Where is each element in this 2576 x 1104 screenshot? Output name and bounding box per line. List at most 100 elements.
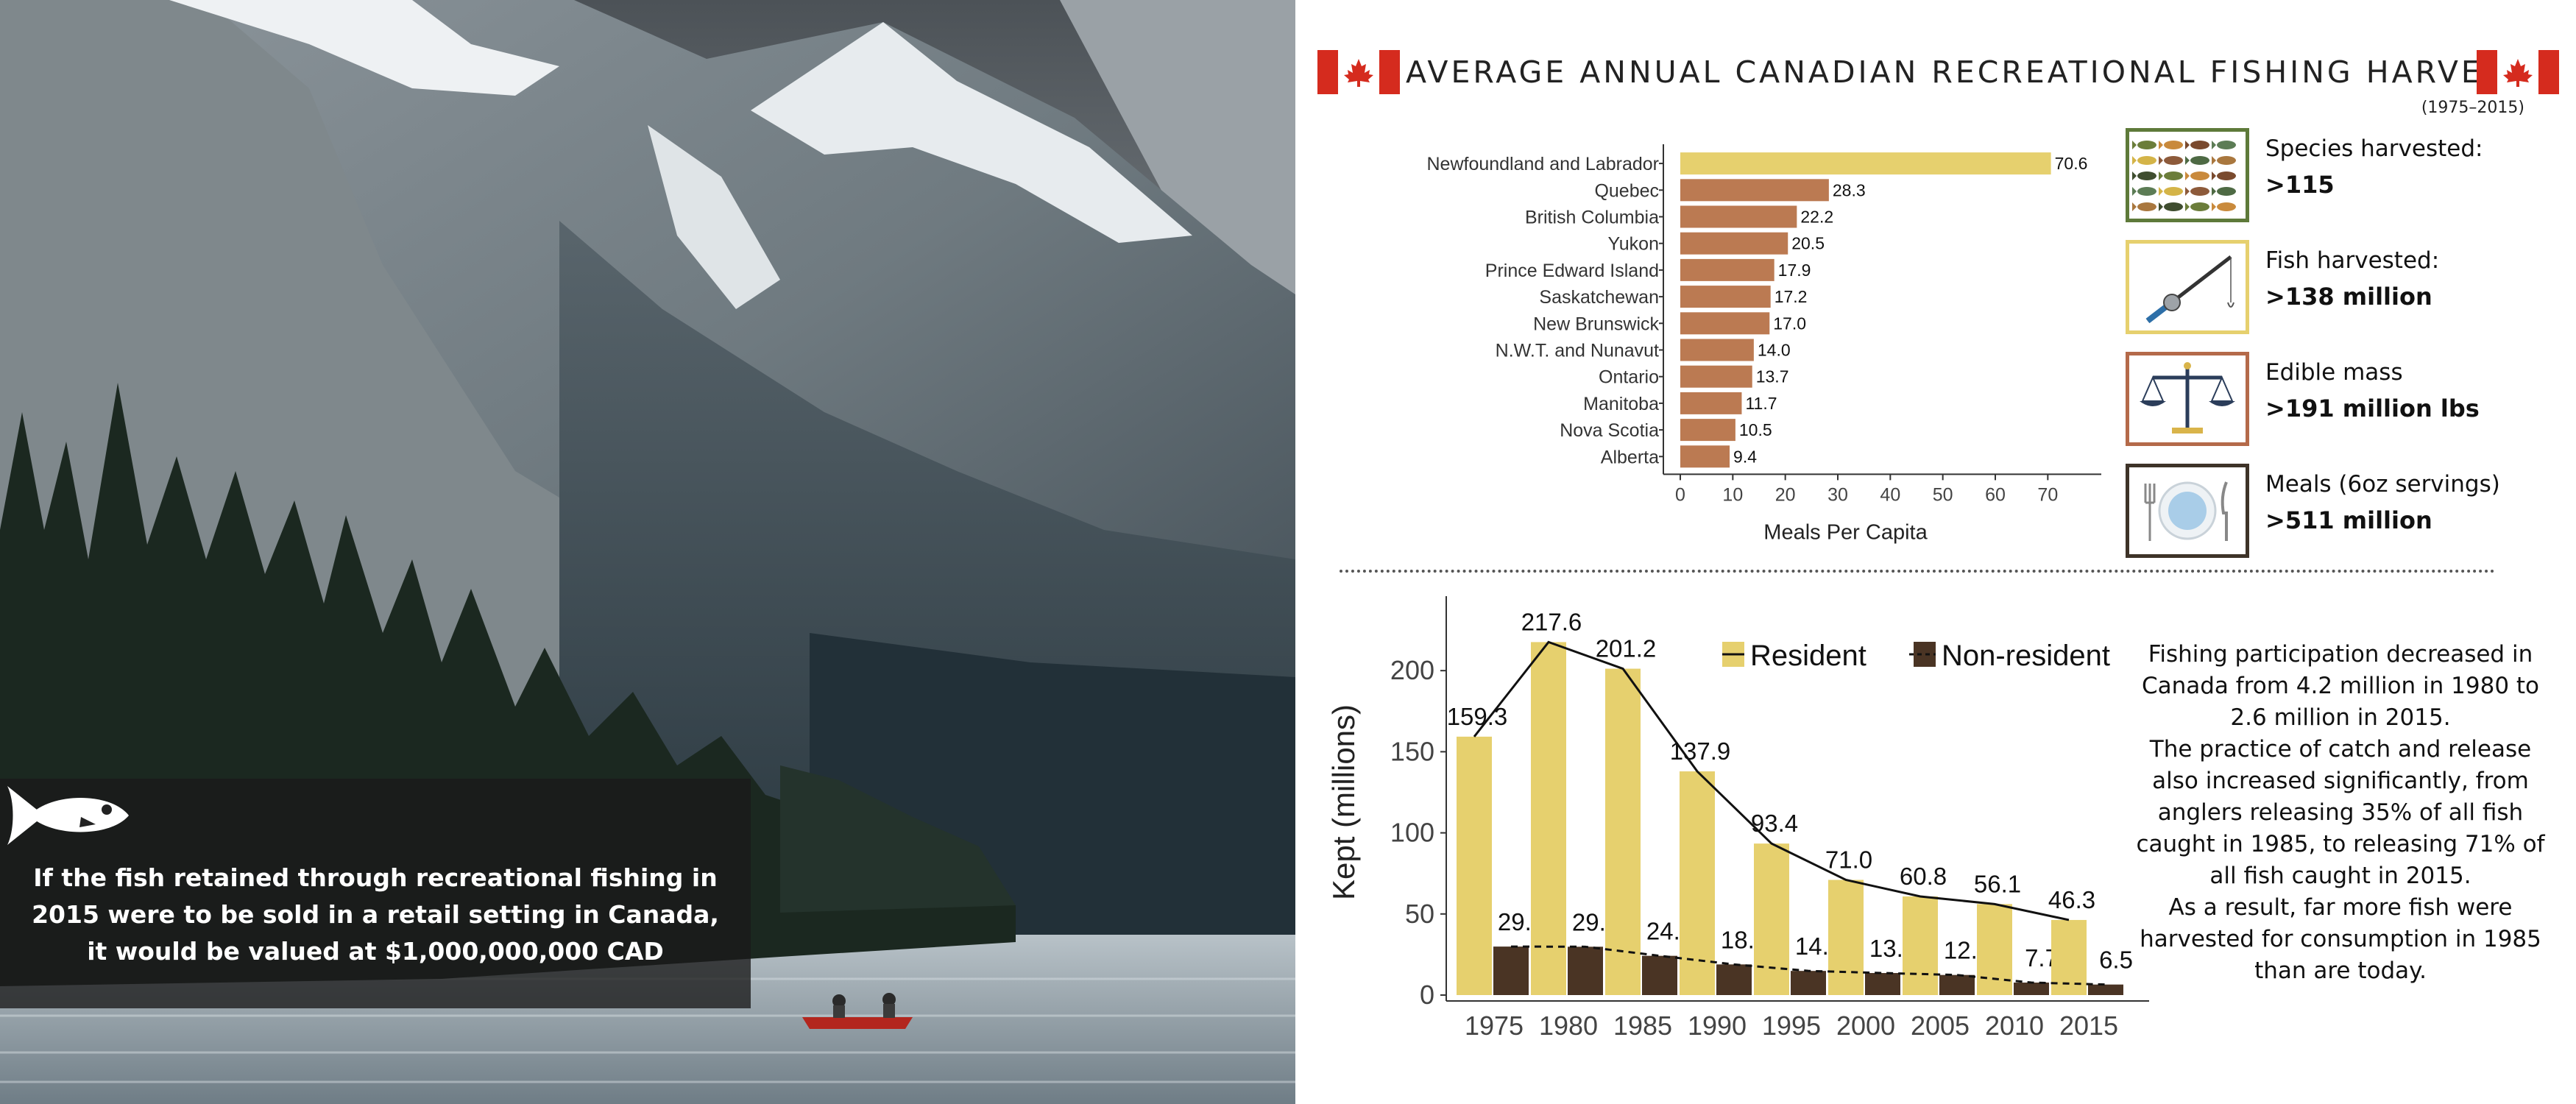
value-label: 17.2	[1774, 287, 1808, 306]
species-fish-icon	[2137, 202, 2156, 211]
bar	[1680, 258, 1774, 281]
scale-icon	[2140, 362, 2235, 434]
species-fish-tail-icon	[2212, 141, 2216, 149]
fishing-rod-icon	[2145, 255, 2234, 324]
category-label: New Brunswick	[1533, 314, 1659, 334]
species-fish-icon	[2190, 202, 2209, 211]
species-fish-tail-icon	[2159, 187, 2163, 196]
stat-card-species: Species harvested: >115	[2126, 128, 2567, 228]
species-fish-icon	[2137, 141, 2156, 149]
stat-value: >115	[2265, 171, 2335, 199]
y-tick-label: 0	[1420, 980, 1434, 1010]
stat-card-meals: Meals (6oz servings) >511 million	[2126, 464, 2567, 564]
resident-trend-line	[1473, 640, 2070, 921]
stat-label: Species harvested:	[2265, 135, 2483, 162]
bar-resident	[1977, 904, 2012, 995]
category-label: Quebec	[1594, 180, 1659, 201]
non-resident-value-label: 6.5	[2099, 946, 2133, 974]
species-fish-icon	[2164, 156, 2183, 165]
title-row: AVERAGE ANNUAL CANADIAN RECREATIONAL FIS…	[1317, 50, 2559, 96]
resident-value-label: 93.4	[1751, 810, 1798, 837]
species-fish-tail-icon	[2212, 171, 2216, 180]
category-label: Alberta	[1601, 447, 1659, 467]
bar-non-resident	[1568, 946, 1603, 995]
species-fish-tail-icon	[2185, 141, 2190, 149]
bar-non-resident	[1493, 946, 1529, 995]
stat-label: Edible mass	[2265, 359, 2403, 386]
category-label: Manitoba	[1583, 394, 1659, 414]
province-bar-chart: Newfoundland and Labrador 70.6 Quebec 28.3 B…	[1426, 144, 2101, 544]
page-subtitle: (1975–2015)	[2421, 99, 2524, 117]
species-fish-tail-icon	[2185, 171, 2190, 180]
resident-value-label: 71.0	[1825, 846, 1872, 874]
y-tick-label: 200	[1390, 655, 1434, 685]
canada-flag-icon	[1317, 50, 1400, 94]
bar	[1680, 419, 1735, 442]
caption-box: If the fish retained through recreationa…	[0, 779, 751, 1008]
species-fish-icon	[2190, 141, 2209, 149]
bar	[1680, 339, 1754, 361]
stat-icon-box	[2126, 464, 2249, 558]
bar-non-resident	[2014, 983, 2049, 995]
species-fish-icon	[2137, 156, 2156, 165]
value-label: 70.6	[2055, 154, 2088, 173]
stat-icon-box	[2126, 240, 2249, 334]
canada-flag-icon	[2477, 50, 2559, 94]
species-fish-tail-icon	[2212, 202, 2216, 211]
species-fish-tail-icon	[2159, 141, 2163, 149]
value-label: 10.5	[1739, 420, 1772, 439]
category-label: Newfoundland and Labrador	[1426, 154, 1659, 174]
stat-value: >191 million lbs	[2265, 394, 2480, 422]
category-label: British Columbia	[1525, 208, 1659, 228]
species-fish-icon	[2217, 202, 2236, 211]
resident-value-label: 137.9	[1670, 737, 1731, 765]
species-fish-icon	[2217, 187, 2236, 196]
bar-resident	[1457, 736, 1492, 995]
x-tick-label: 1995	[1762, 1011, 1821, 1041]
value-label: 28.3	[1833, 180, 1866, 199]
x-tick-label: 1980	[1539, 1011, 1598, 1041]
canoe	[802, 993, 913, 1029]
species-fish-icon	[2164, 171, 2183, 180]
value-label: 17.9	[1778, 261, 1811, 280]
x-tick-label: 2015	[2059, 1011, 2118, 1041]
species-fish-tail-icon	[2159, 156, 2163, 165]
species-fish-icon	[2164, 187, 2183, 196]
bar-non-resident	[2088, 984, 2123, 995]
category-label: Prince Edward Island	[1485, 261, 1659, 281]
note-paragraph: The practice of catch and release also i…	[2136, 736, 2545, 889]
species-fish-tail-icon	[2159, 171, 2163, 180]
value-label: 13.7	[1756, 367, 1789, 386]
bar	[1680, 312, 1770, 335]
species-fish-icon	[2137, 171, 2156, 180]
side-note: Fishing participation decreased in Canad…	[2134, 639, 2547, 987]
species-fish-icon	[2190, 171, 2209, 180]
bar-non-resident	[1716, 964, 1752, 995]
x-tick-label: 20	[1775, 484, 1796, 505]
resident-value-label: 56.1	[1974, 870, 2021, 897]
stat-icon-box	[2126, 128, 2249, 222]
x-tick-label: 2005	[1911, 1011, 1970, 1041]
resident-value-label: 46.3	[2048, 886, 2095, 913]
bar-non-resident	[1791, 971, 1826, 995]
x-tick-label: 70	[2037, 484, 2058, 505]
x-axis-title: Meals Per Capita	[1763, 520, 1928, 544]
y-tick-label: 100	[1390, 818, 1434, 848]
species-fish-icon	[2164, 141, 2183, 149]
resident-value-label: 60.8	[1900, 863, 1947, 890]
species-fish-icon	[2190, 187, 2209, 196]
species-fish-icon	[2190, 156, 2209, 165]
species-fish-icon	[2217, 171, 2236, 180]
species-fish-tail-icon	[2212, 187, 2216, 196]
species-fish-tail-icon	[2185, 156, 2190, 165]
bar-non-resident	[1939, 974, 1975, 995]
bar-resident	[1680, 771, 1715, 995]
species-fish-tail-icon	[2132, 171, 2137, 180]
species-fish-icon	[2164, 202, 2183, 211]
category-label: Yukon	[1607, 234, 1659, 255]
species-fish-tail-icon	[2159, 202, 2163, 211]
stat-card-mass: Edible mass >191 million lbs	[2126, 352, 2567, 452]
bar	[1680, 392, 1742, 414]
y-tick-label: 50	[1405, 899, 1434, 929]
